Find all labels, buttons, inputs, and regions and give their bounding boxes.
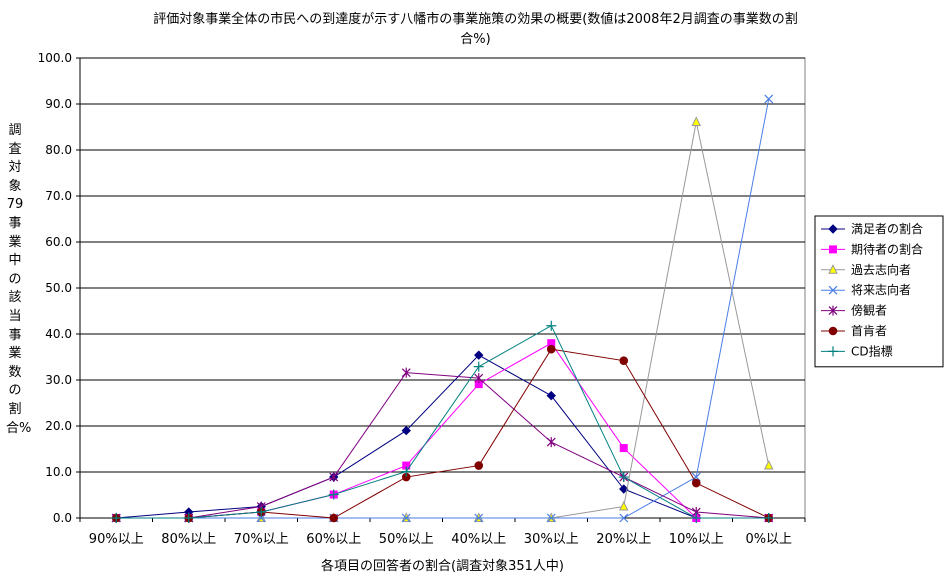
- y-tick-label: 30.0: [45, 373, 72, 387]
- y-tick-label: 90.0: [45, 97, 72, 111]
- x-tick-label: 10%以上: [669, 532, 724, 547]
- x-tick-label: 70%以上: [234, 532, 289, 547]
- data-point: [828, 346, 838, 357]
- data-point: [619, 484, 629, 494]
- legend-label: 将来志向者: [851, 282, 911, 297]
- legend-item: 満足者の割合: [821, 221, 923, 236]
- data-point: [829, 245, 837, 254]
- legend-item: CD指標: [821, 343, 893, 358]
- data-point: [763, 459, 774, 470]
- series-line: [116, 354, 769, 519]
- y-tick-label: 60.0: [45, 235, 72, 249]
- legend-label: CD指標: [851, 343, 893, 358]
- y-tick-label: 70.0: [45, 189, 72, 203]
- data-point: [619, 513, 629, 523]
- data-point: [546, 513, 556, 523]
- legend-label: 過去志向者: [851, 262, 911, 277]
- data-point: [401, 367, 411, 378]
- data-point: [111, 513, 122, 523]
- x-tick-label: 0%以上: [745, 532, 792, 547]
- y-tick-label: 50.0: [45, 281, 72, 295]
- legend-item: 傍観者: [821, 303, 887, 318]
- legend-box: [814, 215, 944, 368]
- y-tick-label: 100.0: [38, 51, 72, 65]
- data-point: [828, 264, 838, 274]
- legend-item: 過去志向者: [821, 262, 911, 277]
- data-point: [329, 513, 339, 523]
- series-7: [111, 320, 774, 523]
- x-tick-label: 20%以上: [596, 532, 651, 547]
- x-axis-label: 各項目の回答者の割合(調査対象351人中): [321, 559, 564, 574]
- legend-item: 首肯者: [821, 324, 887, 338]
- y-tick-label: 20.0: [45, 419, 72, 433]
- data-point: [546, 437, 556, 448]
- data-point: [619, 356, 629, 365]
- data-point: [546, 390, 556, 401]
- data-point: [546, 344, 556, 354]
- data-point: [691, 478, 701, 488]
- series-line: [116, 325, 769, 519]
- chart-title-line-2: 合%): [460, 32, 491, 47]
- data-point: [401, 425, 411, 436]
- y-axis-label: 調査対象79事業中の該当事業数の割合%: [6, 123, 32, 436]
- legend-item: 期待者の割合: [821, 241, 923, 256]
- data-point: [828, 305, 838, 316]
- chart-title-line-1: 評価対象事業全体の市民への到達度が示す八幡市の事業施策の効果の概要(数値は200…: [153, 12, 798, 27]
- data-point: [183, 513, 194, 523]
- y-tick-label: 40.0: [45, 327, 72, 341]
- data-point: [473, 361, 484, 372]
- data-point: [546, 320, 557, 331]
- y-tick-label: 80.0: [45, 143, 72, 157]
- data-point: [691, 116, 702, 126]
- x-tick-label: 60%以上: [306, 532, 361, 547]
- y-tick-label: 0.0: [53, 511, 72, 525]
- data-point: [401, 466, 412, 477]
- x-tick-label: 80%以上: [161, 532, 216, 547]
- series-line: [116, 372, 769, 519]
- x-tick-label: 30%以上: [524, 532, 579, 547]
- legend-label: 首肯者: [851, 324, 887, 338]
- x-tick-label: 90%以上: [89, 532, 144, 547]
- data-point: [828, 326, 838, 336]
- data-point: [329, 472, 339, 483]
- data-point: [618, 500, 629, 511]
- data-point: [256, 507, 267, 518]
- data-point: [691, 513, 702, 523]
- data-point: [474, 513, 484, 523]
- data-point: [828, 224, 838, 234]
- data-point: [474, 373, 484, 384]
- y-tick-label: 10.0: [45, 465, 72, 479]
- data-point: [328, 489, 339, 500]
- data-point: [828, 285, 838, 295]
- legend-label: 満足者の割合: [851, 221, 923, 236]
- data-point: [474, 350, 484, 360]
- x-tick-label: 50%以上: [379, 532, 434, 547]
- data-point: [618, 472, 629, 483]
- legend-item: 将来志向者: [821, 282, 911, 297]
- data-point: [474, 461, 484, 470]
- legend-label: 期待者の割合: [851, 241, 923, 256]
- legend-label: 傍観者: [851, 303, 887, 318]
- data-point: [401, 513, 411, 523]
- x-tick-label: 40%以上: [451, 532, 506, 547]
- data-point: [764, 94, 774, 104]
- data-point: [619, 444, 628, 453]
- data-point: [763, 513, 774, 523]
